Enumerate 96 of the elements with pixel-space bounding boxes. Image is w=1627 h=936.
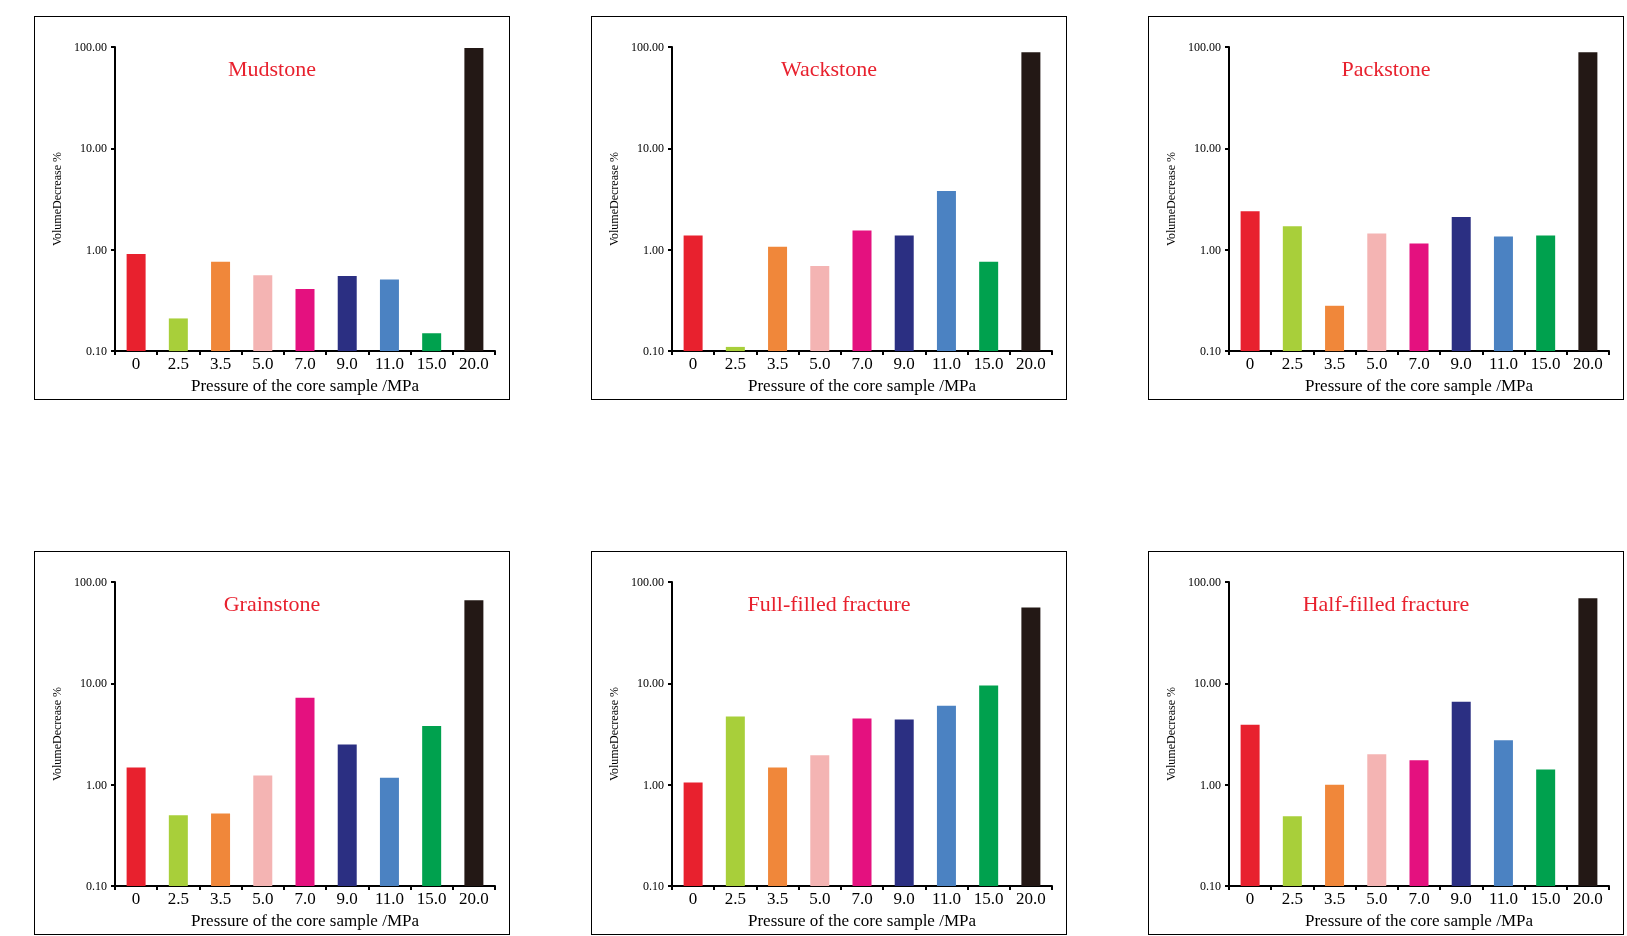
- x-tick-label: 3.5: [766, 889, 789, 909]
- x-tick-label: 7.0: [294, 889, 316, 909]
- x-tick-label: 2.5: [724, 354, 746, 374]
- x-tick-label: 11.0: [931, 354, 962, 374]
- x-tick-label: 2.5: [724, 889, 746, 909]
- y-tick-label: 10.00: [80, 676, 107, 691]
- y-tick-label: 0.10: [86, 344, 107, 359]
- x-tick-label: 9.0: [893, 889, 915, 909]
- y-tick-label: 0.10: [643, 879, 664, 894]
- x-tick-label: 15.0: [1530, 889, 1561, 909]
- y-axis-title: VolumeDecrease %: [50, 152, 64, 247]
- x-tick-label: 3.5: [1323, 889, 1346, 909]
- x-tick-label: 9.0: [336, 889, 358, 909]
- y-tick-label: 0.10: [86, 879, 107, 894]
- y-axis-title: VolumeDecrease %: [607, 687, 621, 782]
- chart-title: Packstone: [1341, 55, 1431, 81]
- x-tick-label: 3.5: [209, 354, 232, 374]
- x-tick-label: 5.0: [1366, 354, 1388, 374]
- y-tick-label: 10.00: [637, 141, 664, 156]
- x-tick-label: 9.0: [1450, 354, 1472, 374]
- y-tick-label: 10.00: [80, 141, 107, 156]
- y-tick-label: 1.00: [1200, 242, 1221, 257]
- y-tick-label: 100.00: [74, 575, 107, 589]
- x-tick-label: 20.0: [459, 889, 489, 909]
- x-tick-label: 5.0: [252, 354, 274, 374]
- x-axis-title: Pressure of the core sample /MPa: [747, 376, 977, 395]
- x-axis-title: Pressure of the core sample /MPa: [1304, 911, 1534, 930]
- x-tick-label: 2.5: [1281, 354, 1303, 374]
- y-tick-label: 100.00: [631, 575, 664, 589]
- x-axis-title: Pressure of the core sample /MPa: [747, 911, 977, 930]
- y-tick-label: 0.10: [1200, 344, 1221, 359]
- y-tick-label: 100.00: [74, 40, 107, 54]
- x-tick-label: 3.5: [1323, 354, 1346, 374]
- y-tick-label: 100.00: [631, 40, 664, 54]
- chart-title: Full-filled fracture: [747, 590, 911, 616]
- x-tick-label: 7.0: [294, 354, 316, 374]
- y-tick-label: 1.00: [86, 242, 107, 257]
- y-tick-label: 1.00: [643, 242, 664, 257]
- x-tick-label: 0: [1245, 889, 1255, 909]
- y-tick-label: 10.00: [1194, 676, 1221, 691]
- x-tick-label: 15.0: [416, 354, 447, 374]
- y-tick-label: 10.00: [637, 676, 664, 691]
- x-tick-label: 0: [688, 889, 698, 909]
- x-tick-label: 3.5: [766, 354, 789, 374]
- x-tick-label: 7.0: [851, 354, 873, 374]
- chart-title: Wackstone: [781, 55, 877, 81]
- y-axis-title: VolumeDecrease %: [607, 152, 621, 247]
- x-tick-label: 9.0: [893, 354, 915, 374]
- x-tick-label: 20.0: [1573, 354, 1603, 374]
- x-tick-label: 2.5: [167, 354, 189, 374]
- y-tick-label: 100.00: [1188, 575, 1221, 589]
- x-tick-label: 7.0: [1408, 889, 1430, 909]
- x-tick-label: 5.0: [809, 889, 831, 909]
- x-tick-label: 0: [131, 889, 141, 909]
- x-tick-label: 15.0: [416, 889, 447, 909]
- x-axis-title: Pressure of the core sample /MPa: [190, 911, 420, 930]
- x-tick-label: 11.0: [931, 889, 962, 909]
- chart-title: Grainstone: [223, 590, 321, 616]
- y-tick-label: 100.00: [1188, 40, 1221, 54]
- x-tick-label: 0: [131, 354, 141, 374]
- y-tick-label: 1.00: [1200, 777, 1221, 792]
- x-tick-label: 15.0: [973, 889, 1004, 909]
- x-axis-title: Pressure of the core sample /MPa: [190, 376, 420, 395]
- x-tick-label: 20.0: [1016, 354, 1046, 374]
- y-tick-label: 1.00: [643, 777, 664, 792]
- x-tick-label: 20.0: [459, 354, 489, 374]
- x-tick-label: 0: [1245, 354, 1255, 374]
- x-tick-label: 3.5: [209, 889, 232, 909]
- x-tick-label: 9.0: [336, 354, 358, 374]
- x-tick-label: 11.0: [1488, 889, 1519, 909]
- x-tick-label: 7.0: [851, 889, 873, 909]
- chart-title: Mudstone: [228, 55, 316, 81]
- x-tick-label: 15.0: [973, 354, 1004, 374]
- x-tick-label: 15.0: [1530, 354, 1561, 374]
- y-tick-label: 0.10: [1200, 879, 1221, 894]
- x-tick-label: 5.0: [809, 354, 831, 374]
- y-tick-label: 1.00: [86, 777, 107, 792]
- y-axis-title: VolumeDecrease %: [1164, 687, 1178, 782]
- x-tick-label: 5.0: [1366, 889, 1388, 909]
- x-tick-label: 2.5: [167, 889, 189, 909]
- x-tick-label: 7.0: [1408, 354, 1430, 374]
- y-tick-label: 0.10: [643, 344, 664, 359]
- x-tick-label: 11.0: [374, 889, 405, 909]
- chart-title: Half-filled fracture: [1302, 590, 1470, 616]
- x-tick-label: 20.0: [1016, 889, 1046, 909]
- x-tick-label: 20.0: [1573, 889, 1603, 909]
- x-tick-label: 2.5: [1281, 889, 1303, 909]
- x-tick-label: 0: [688, 354, 698, 374]
- y-axis-title: VolumeDecrease %: [50, 687, 64, 782]
- y-axis-title: VolumeDecrease %: [1164, 152, 1178, 247]
- x-tick-label: 11.0: [374, 354, 405, 374]
- x-axis-title: Pressure of the core sample /MPa: [1304, 376, 1534, 395]
- x-tick-label: 9.0: [1450, 889, 1472, 909]
- y-tick-label: 10.00: [1194, 141, 1221, 156]
- x-tick-label: 11.0: [1488, 354, 1519, 374]
- x-tick-label: 5.0: [252, 889, 274, 909]
